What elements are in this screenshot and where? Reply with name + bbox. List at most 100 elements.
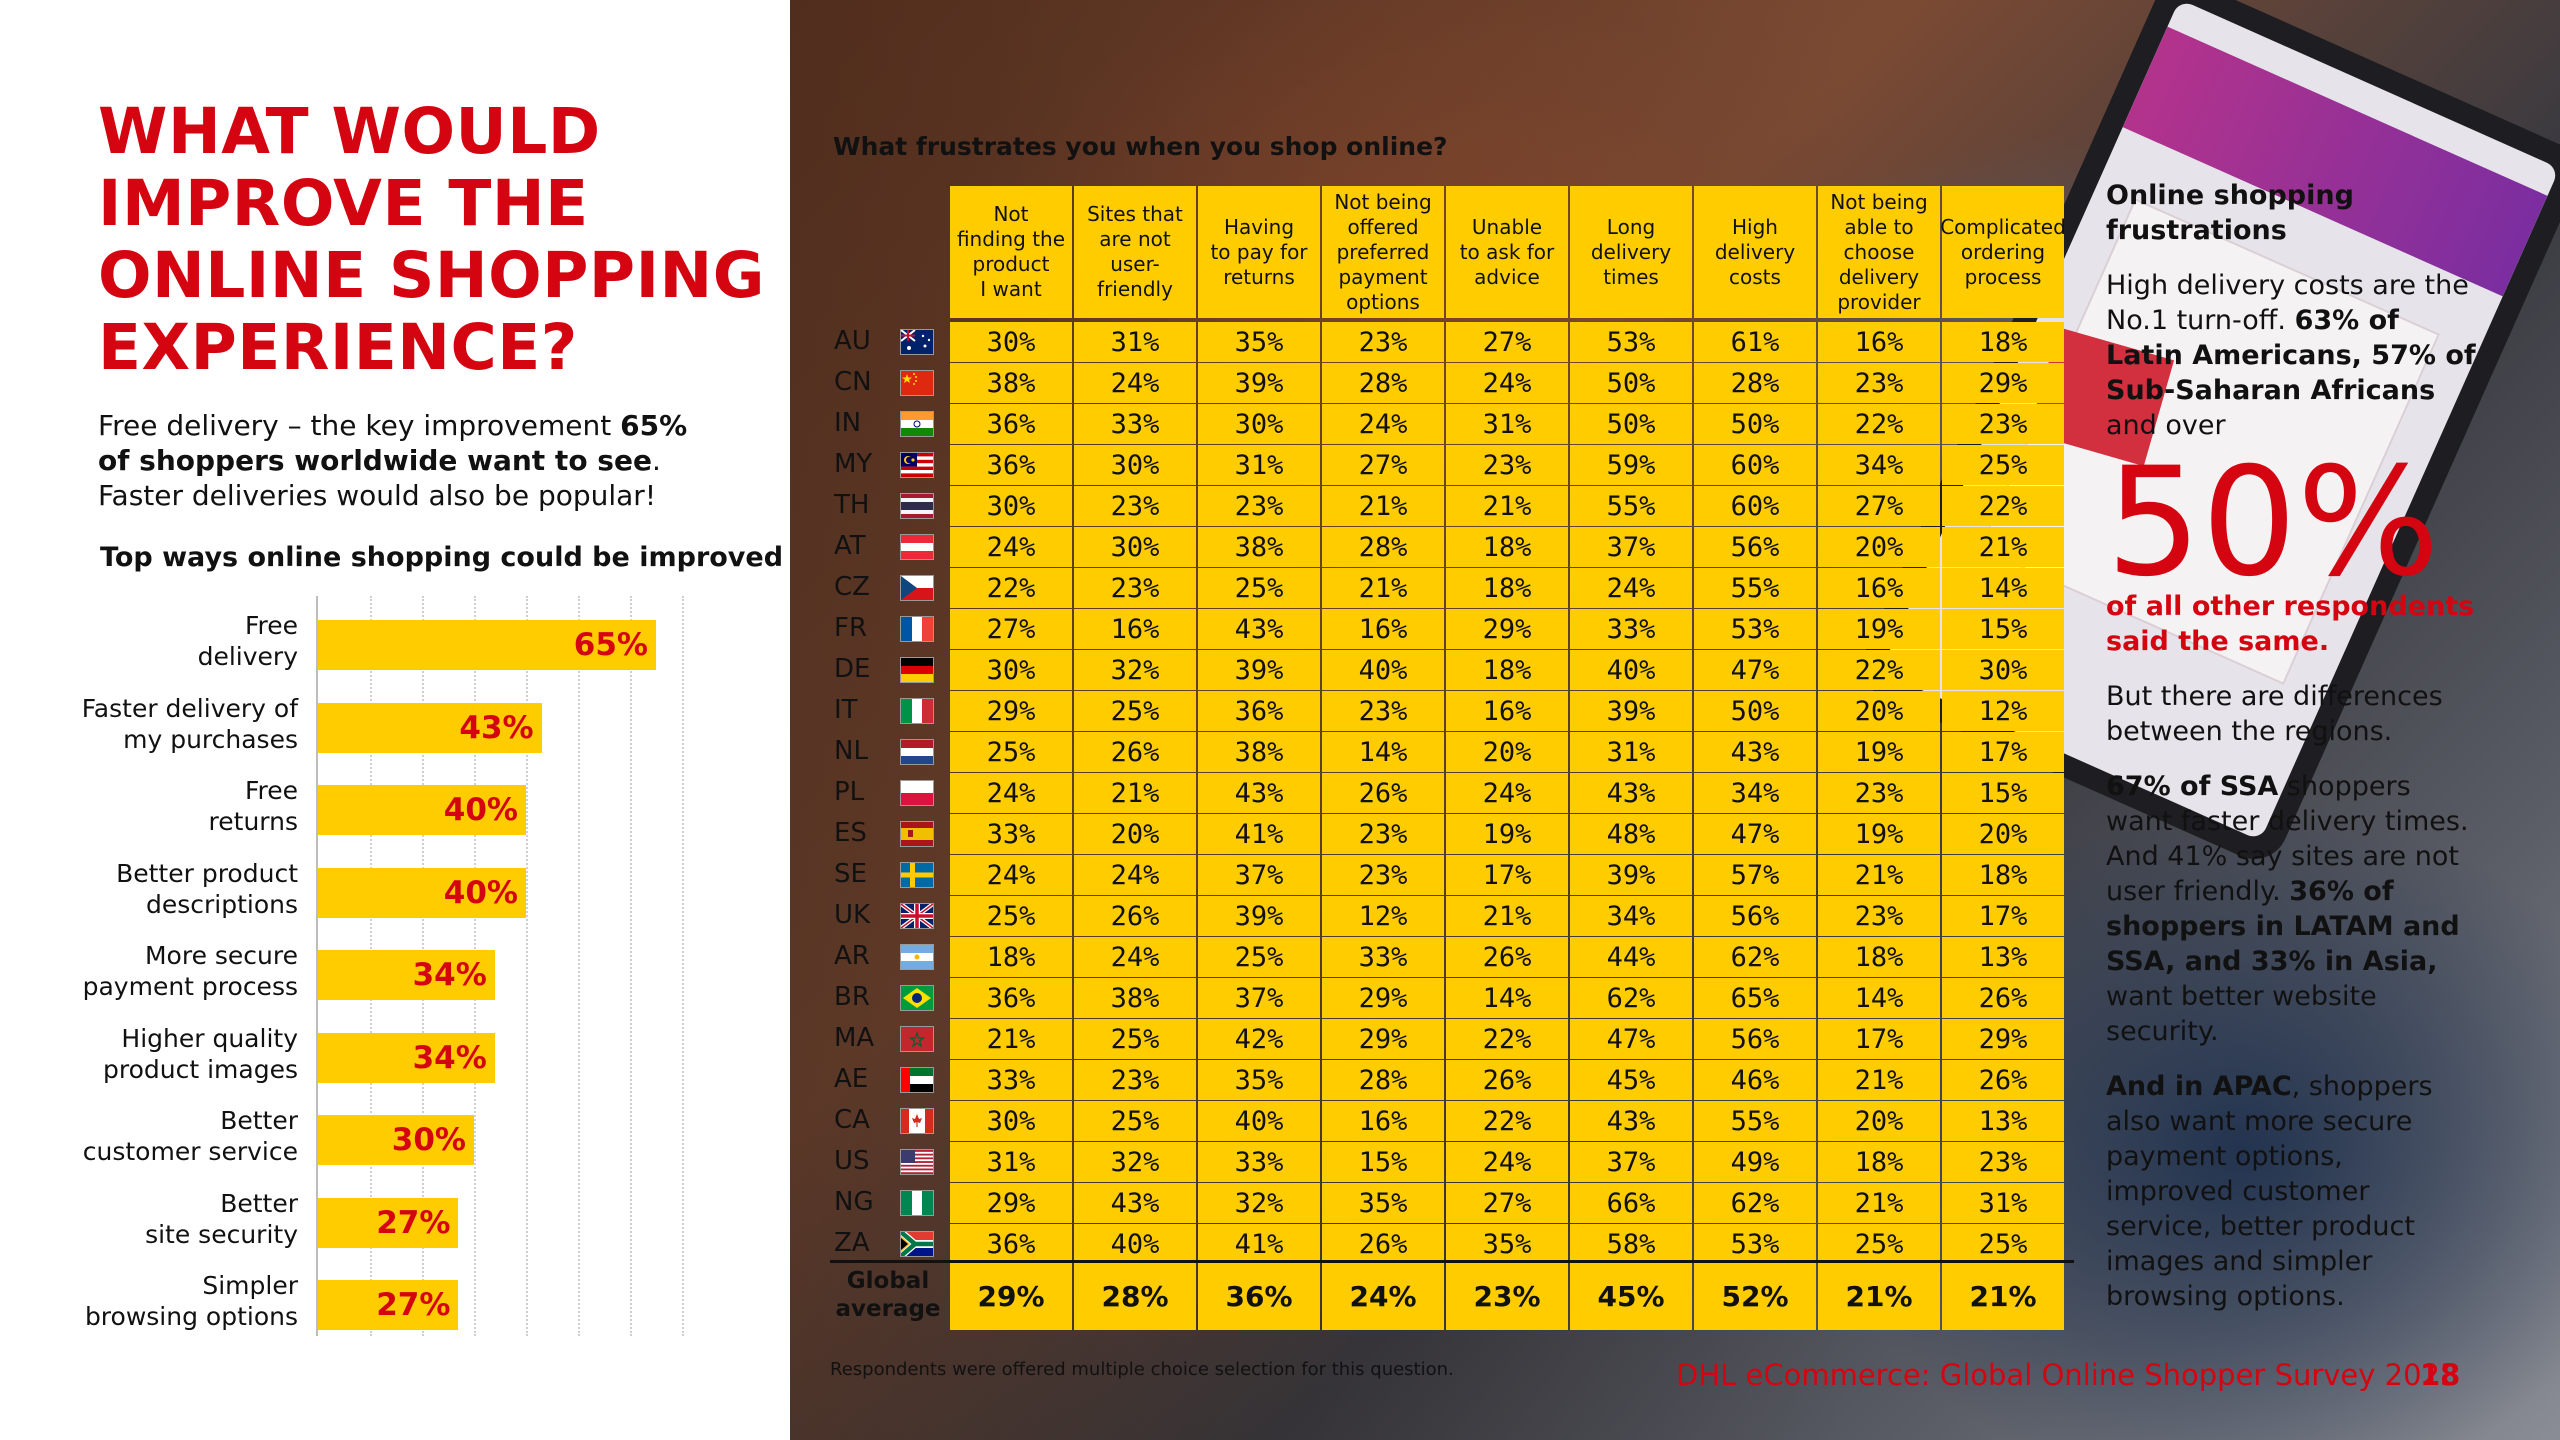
table-cell: 32% (1074, 1142, 1196, 1182)
ar-flag-icon (900, 944, 934, 970)
table-cell: 12% (1942, 691, 2064, 731)
table-cell: 55% (1694, 568, 1816, 608)
table-row-country: IN (830, 404, 946, 444)
table-cell: 25% (1818, 1224, 1940, 1264)
frustrations-table: Not finding the product I want Sites that are… (830, 186, 2074, 1330)
table-cell: 31% (1074, 322, 1196, 362)
table-cell: 40% (1198, 1101, 1320, 1141)
at-flag-icon (900, 534, 934, 560)
table-cell: 40% (1322, 650, 1444, 690)
ae-flag-icon (900, 1067, 934, 1093)
bar: 27% (318, 1197, 459, 1248)
cn-flag-icon (900, 370, 934, 396)
table-cell: 37% (1198, 978, 1320, 1018)
table-cell: 56% (1694, 527, 1816, 567)
table-cell: 35% (1198, 1060, 1320, 1100)
table-cell: 17% (1942, 732, 2064, 772)
table-row-country: AT (830, 527, 946, 567)
bar-category-line: More secure (144, 941, 298, 970)
table-cell: 23% (1322, 322, 1444, 362)
table-cell: 55% (1694, 1101, 1816, 1141)
table-column-header-line: user- (1110, 252, 1160, 276)
table-column-header: Sites that are not user-friendly (1074, 186, 1196, 318)
table-cell: 18% (1446, 650, 1568, 690)
country-code: MA (834, 1023, 875, 1053)
table-cell: 62% (1570, 978, 1692, 1018)
table-cell: 23% (1942, 1142, 2064, 1182)
table-column-header-line: I want (980, 277, 1042, 301)
table-cell: 24% (1074, 855, 1196, 895)
bar: 30% (318, 1115, 474, 1165)
table-column-header-line: returns (1223, 264, 1295, 289)
table-cell: 24% (1322, 404, 1444, 444)
global-average-cell: 21% (1818, 1263, 1940, 1330)
table-cell: 19% (1446, 814, 1568, 854)
table-cell: 26% (1074, 732, 1196, 772)
table-cell: 22% (1818, 650, 1940, 690)
br-flag-icon (900, 985, 934, 1011)
table-cell: 29% (950, 691, 1072, 731)
pl-flag-icon (900, 780, 934, 806)
table-footnote: Respondents were offered multiple choice… (830, 1359, 1454, 1380)
table-cell: 24% (950, 773, 1072, 813)
table-cell: 19% (1818, 609, 1940, 649)
bar-row: Better product descriptions 40% (80, 856, 700, 928)
table-cell: 32% (1074, 650, 1196, 690)
bar-category-label: Better site security (80, 1188, 298, 1250)
table-column-header-line: delivery (1838, 264, 1920, 289)
table-cell: 66% (1570, 1183, 1692, 1223)
table-column-header-line: to ask for (1459, 239, 1555, 264)
table-cell: 23% (1074, 568, 1196, 608)
table-cell: 38% (1074, 978, 1196, 1018)
table-cell: 53% (1570, 322, 1692, 362)
table-cell: 60% (1694, 445, 1816, 485)
bar-category-line: Faster delivery of (81, 693, 298, 723)
table-cell: 20% (1074, 814, 1196, 854)
table-cell: 65% (1694, 978, 1816, 1018)
table-cell: 33% (1074, 404, 1196, 444)
bar-category-line: site security (145, 1219, 298, 1249)
table-cell: 25% (1074, 1019, 1196, 1059)
global-average-label-line: Global (846, 1268, 930, 1294)
table-cell: 50% (1694, 404, 1816, 444)
table-cell: 25% (1198, 937, 1320, 977)
my-flag-icon (900, 452, 934, 478)
table-cell: 27% (1446, 322, 1568, 362)
table-cell: 16% (1074, 609, 1196, 649)
table-cell: 21% (950, 1019, 1072, 1059)
bar: 34% (318, 950, 495, 1000)
table-column-header-line: Long (1606, 214, 1656, 239)
table-column-header: Not being offered preferred payment options (1322, 186, 1444, 318)
country-code: AR (834, 941, 870, 971)
table-cell: 21% (1818, 1183, 1940, 1223)
table-column-header-line: Not being (1830, 189, 1928, 214)
table-row-country: SE (830, 855, 946, 895)
bar-category-label: Free returns (80, 775, 298, 837)
table-cell: 16% (1322, 609, 1444, 649)
table-cell: 21% (1074, 773, 1196, 813)
table-column-header: Long delivery times (1570, 186, 1692, 318)
table-row-country: MY (830, 445, 946, 485)
table-cell: 40% (1570, 650, 1692, 690)
table-cell: 14% (1322, 732, 1444, 772)
country-code: NL (834, 736, 868, 766)
table-cell: 35% (1322, 1183, 1444, 1223)
table-cell: 34% (1694, 773, 1816, 813)
table-cell: 49% (1694, 1142, 1816, 1182)
th-flag-icon (900, 493, 934, 519)
country-code: ZA (834, 1228, 870, 1258)
bar: 27% (318, 1280, 459, 1330)
table-row-country: AE (830, 1060, 946, 1100)
table-cell: 23% (1818, 896, 1940, 936)
table-cell: 13% (1942, 937, 2064, 977)
bar-category-line: descriptions (145, 889, 298, 919)
table-cell: 13% (1942, 1101, 2064, 1141)
table-title: What frustrates you when you shop online… (833, 132, 1448, 161)
country-code: IT (834, 695, 858, 725)
table-cell: 24% (950, 527, 1072, 567)
table-cell: 15% (1942, 773, 2064, 813)
table-cell: 28% (1322, 1060, 1444, 1100)
table-cell: 15% (1942, 609, 2064, 649)
table-row-country: NG (830, 1183, 946, 1223)
table-row-country: UK (830, 896, 946, 936)
